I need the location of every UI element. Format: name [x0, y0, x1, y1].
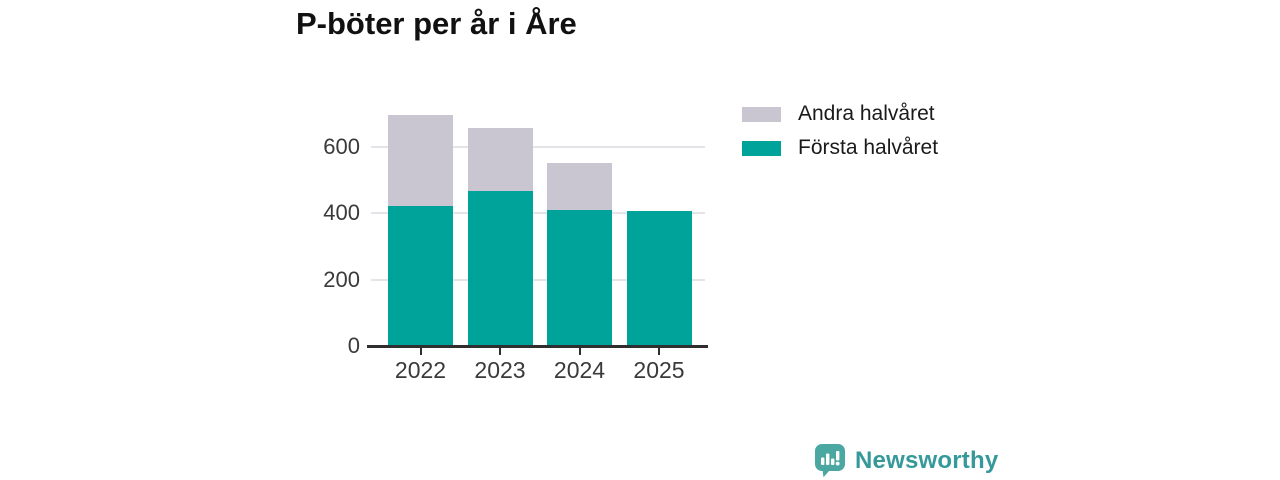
y-tick-label-0: 0: [347, 333, 360, 358]
newsworthy-logo: Newsworthy: [813, 443, 998, 478]
bar-segment-2023-första: [467, 191, 533, 346]
x-tick-2023: [499, 347, 501, 355]
x-tick-2024: [578, 347, 581, 355]
legend-label-forsta: Första halvåret: [798, 136, 939, 159]
bar-segment-2024-första: [547, 209, 612, 346]
gridline-600: [371, 145, 705, 148]
x-tick-2022: [419, 347, 422, 355]
bar-segment-2025-första: [626, 211, 692, 346]
bar-segment-2022-första: [388, 206, 453, 346]
x-tick-label-2023: 2023: [474, 357, 526, 383]
x-tick-label-2022: 2022: [394, 357, 447, 383]
legend-item-andra: Andra halvåret: [742, 102, 938, 126]
newsworthy-bubble-chart-icon: [815, 444, 845, 478]
newsworthy-wordmark: Newsworthy: [855, 446, 999, 474]
gridline-400: [371, 212, 705, 214]
gridline-200: [371, 278, 705, 281]
legend-swatch-forsta: [742, 140, 781, 156]
legend: Andra halvåret Första halvåret: [742, 102, 938, 160]
x-tick-2025: [658, 347, 660, 355]
y-tick-label-600: 600: [323, 133, 360, 159]
y-tick-label-200: 200: [323, 266, 360, 292]
x-tick-label-2024: 2024: [553, 357, 606, 383]
bar-segment-2024-andra: [547, 163, 612, 210]
legend-swatch-andra: [742, 106, 781, 122]
legend-label-andra: Andra halvåret: [798, 102, 935, 125]
bar-segment-2023-andra: [467, 128, 533, 192]
legend-item-forsta: Första halvåret: [742, 136, 938, 160]
x-tick-label-2025: 2025: [633, 357, 685, 383]
x-axis-line: [367, 345, 708, 348]
chart-title: P-böter per år i Åre: [296, 6, 577, 41]
y-tick-label-400: 400: [323, 200, 360, 225]
bar-segment-2022-andra: [388, 114, 453, 207]
